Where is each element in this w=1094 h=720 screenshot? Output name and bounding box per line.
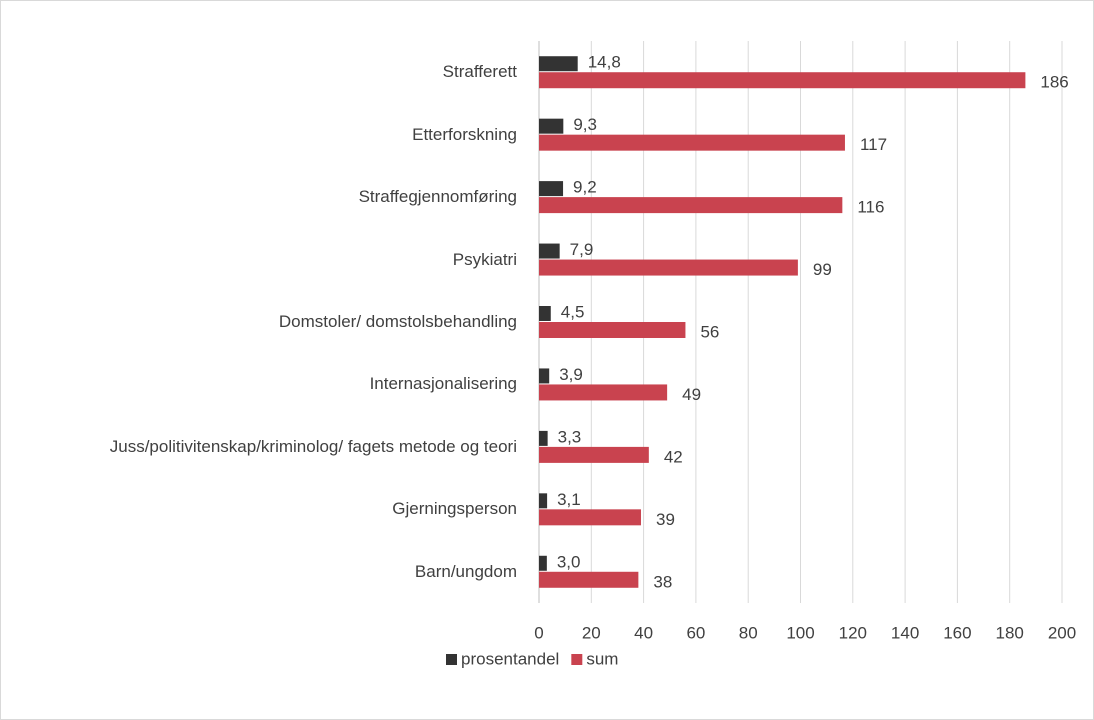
bar [539,446,649,463]
category-label-box: Strafferett [442,62,517,82]
bar [539,72,1026,89]
bar [539,134,845,151]
category-label-box: Internasjonalisering [369,374,517,394]
data-label: 3,3 [558,427,582,446]
data-label: 9,2 [573,178,597,197]
category-label-box: Psykiatri [452,249,517,269]
bar [539,181,564,197]
y-tick-label: Strafferett [442,62,517,82]
y-tick-label: Straffegjennomføring [358,187,517,207]
bar [539,368,550,384]
bar [539,384,668,401]
data-label: 4,5 [561,302,585,321]
category-label-box: Juss/politivitenskap/kriminolog/ fagets … [109,436,517,456]
legend-label: sum [586,649,618,668]
bar [539,430,548,446]
category-label-box: Etterforskning [412,124,517,144]
x-tick-label: 160 [943,623,971,642]
y-tick-label: Psykiatri [452,249,517,269]
bar [539,197,843,214]
bar [539,509,641,526]
y-tick-label: Etterforskning [412,124,517,144]
bar [539,118,564,134]
x-tick-label: 180 [996,623,1024,642]
category-label-box: Barn/ungdom [414,561,517,581]
x-tick-label: 20 [582,623,601,642]
x-tick-label: 0 [534,623,543,642]
x-tick-label: 100 [786,623,814,642]
y-tick-label: Juss/politivitenskap/kriminolog/ fagets … [109,436,517,456]
data-label: 3,0 [557,552,581,571]
x-tick-label: 80 [739,623,758,642]
legend-label: prosentandel [461,649,559,668]
y-tick-label: Internasjonalisering [369,374,517,394]
bar [539,259,798,276]
y-tick-label: Gjerningsperson [392,499,517,519]
bar [539,555,547,571]
bar [539,493,548,509]
data-label: 186 [1040,73,1068,92]
data-label: 14,8 [588,53,621,72]
x-tick-label: 140 [891,623,919,642]
data-label: 3,9 [559,365,583,384]
data-label: 39 [656,510,675,529]
legend-swatch [571,654,583,665]
data-label: 117 [860,135,887,154]
x-tick-label: 120 [839,623,867,642]
data-label: 42 [664,447,683,466]
bar [539,571,639,588]
data-label: 38 [653,572,672,591]
y-tick-label: Domstoler/ domstolsbehandling [278,311,517,331]
x-tick-label: 40 [634,623,653,642]
data-label: 7,9 [570,240,594,259]
x-tick-label: 60 [686,623,705,642]
legend-swatch [446,654,457,665]
data-label: 49 [682,385,701,404]
bar [539,322,686,338]
data-label: 116 [857,198,884,217]
data-label: 99 [813,260,832,279]
category-label-box: Gjerningsperson [392,499,517,519]
bar [539,243,560,259]
bar [539,306,551,321]
category-label-box: Straffegjennomføring [358,187,517,207]
category-label-box: Domstoler/ domstolsbehandling [278,311,517,331]
data-label: 9,3 [573,115,597,134]
bar [539,56,578,72]
y-tick-label: Barn/ungdom [414,561,517,581]
x-tick-label: 200 [1048,623,1076,642]
data-label: 56 [700,322,719,341]
data-label: 3,1 [557,490,581,509]
